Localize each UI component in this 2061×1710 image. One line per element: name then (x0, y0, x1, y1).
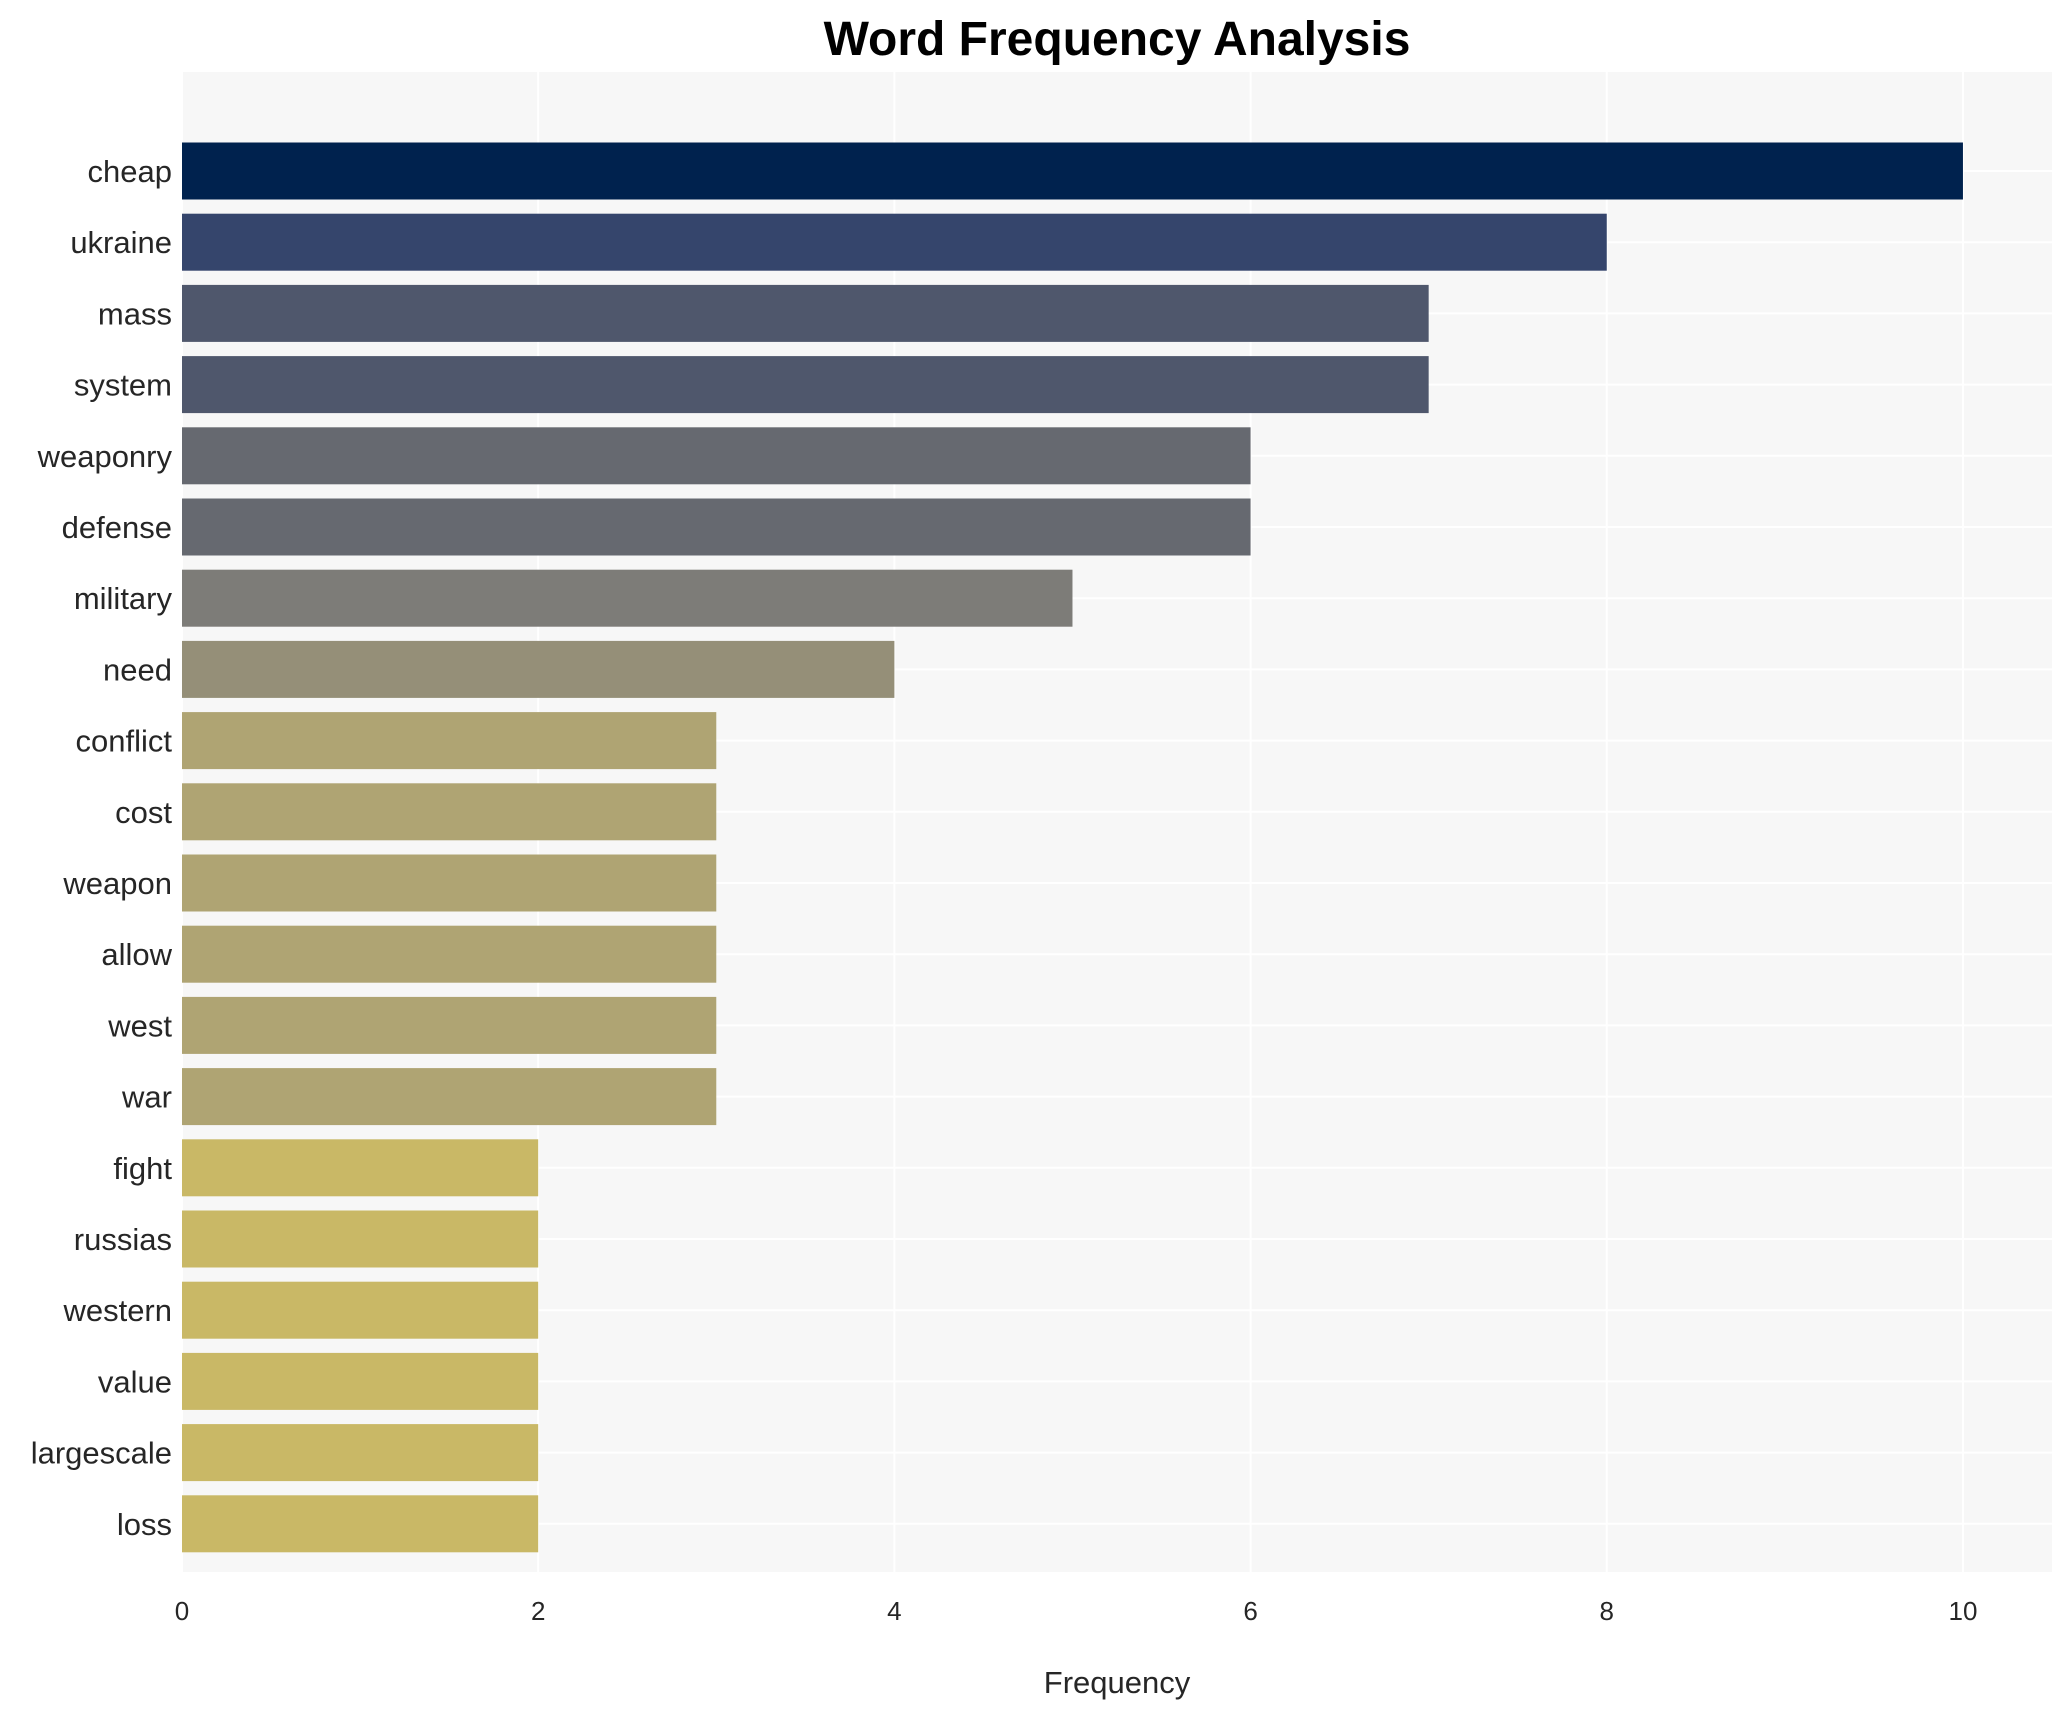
category-label-largescale: largescale (31, 1436, 172, 1471)
category-label-loss: loss (117, 1507, 172, 1542)
bar-cost (182, 783, 717, 841)
chart-title: Word Frequency Analysis (824, 13, 1411, 66)
x-tick-label-0: 0 (175, 1596, 189, 1626)
bar-allow (182, 925, 717, 983)
category-label-weapon: weapon (62, 866, 172, 901)
bar-russias (182, 1210, 539, 1268)
bar-military (182, 569, 1073, 627)
category-label-defense: defense (62, 510, 172, 545)
x-tick-labels: 0 2 4 6 8 10 (175, 1596, 1978, 1626)
category-labels: cheap ukraine mass system weaponry defense mil… (31, 154, 173, 1542)
x-tick-label-5: 10 (1948, 1596, 1977, 1626)
category-label-value: value (98, 1364, 172, 1399)
category-label-cheap: cheap (88, 154, 172, 189)
category-label-west: west (107, 1008, 172, 1043)
category-label-russias: russias (74, 1222, 172, 1257)
bar-need (182, 640, 895, 698)
category-label-military: military (74, 581, 173, 616)
bar-largescale (182, 1424, 539, 1482)
category-label-mass: mass (98, 296, 172, 331)
bar-war (182, 1068, 717, 1126)
x-axis-label: Frequency (1044, 1665, 1191, 1700)
bar-ukraine (182, 213, 1607, 271)
bar-conflict (182, 712, 717, 770)
bar-system (182, 356, 1429, 414)
category-label-western: western (62, 1293, 172, 1328)
category-label-need: need (103, 652, 172, 687)
x-tick-label-4: 8 (1600, 1596, 1614, 1626)
bar-value (182, 1352, 539, 1410)
bar-western (182, 1281, 539, 1339)
x-tick-label-2: 4 (887, 1596, 901, 1626)
category-label-war: war (121, 1080, 172, 1115)
bar-west (182, 996, 717, 1054)
bar-fight (182, 1139, 539, 1197)
bar-defense (182, 498, 1251, 556)
bar-loss (182, 1495, 539, 1553)
category-label-weaponry: weaponry (37, 439, 173, 474)
category-label-allow: allow (101, 937, 172, 972)
x-tick-label-3: 6 (1243, 1596, 1257, 1626)
category-label-fight: fight (113, 1151, 172, 1186)
bar-weapon (182, 854, 717, 912)
x-tick-label-1: 2 (531, 1596, 545, 1626)
category-label-system: system (74, 368, 172, 403)
bars (182, 142, 1963, 1553)
bar-mass (182, 284, 1429, 342)
category-label-cost: cost (115, 795, 172, 830)
category-label-conflict: conflict (76, 724, 173, 759)
bar-weaponry (182, 427, 1251, 485)
bar-cheap (182, 142, 1963, 200)
category-label-ukraine: ukraine (70, 225, 172, 260)
